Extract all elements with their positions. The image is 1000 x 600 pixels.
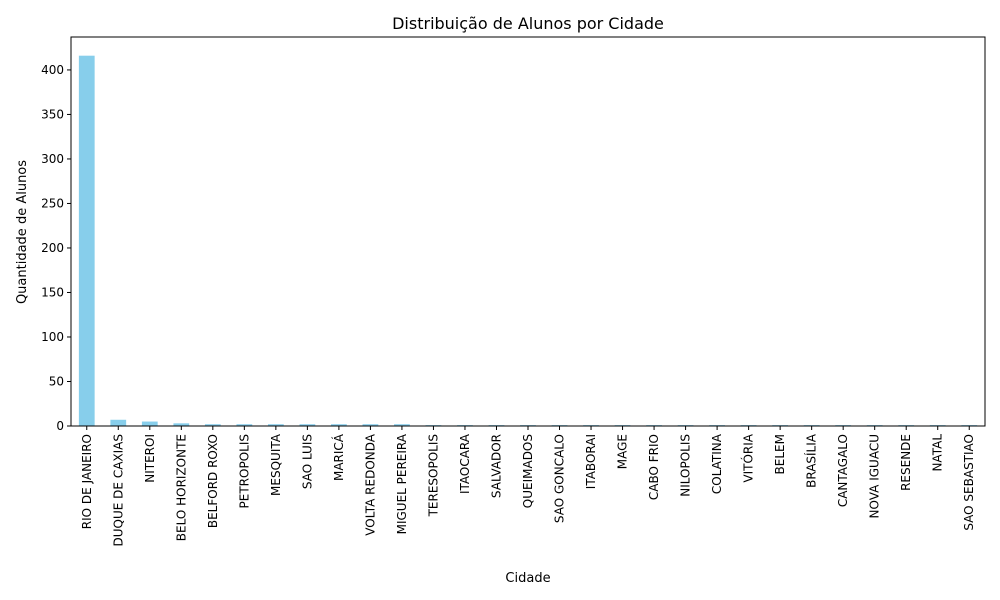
x-tick-label: NILOPOLIS — [679, 434, 693, 497]
x-tick-label: SAO SEBASTIAO — [962, 434, 976, 531]
y-tick-label: 50 — [49, 374, 64, 388]
y-axis-label: Quantidade de Alunos — [15, 160, 30, 304]
x-tick-label: ITAOCARA — [458, 433, 472, 494]
y-tick-label: 200 — [41, 241, 64, 255]
x-tick-label: MAGE — [616, 434, 630, 469]
bar-maricá — [331, 424, 347, 426]
x-tick-label: RIO DE JANEIRO — [80, 434, 94, 529]
bar-miguel-pereira — [394, 424, 410, 426]
y-tick-label: 100 — [41, 330, 64, 344]
x-tick-label: MARICÁ — [331, 433, 346, 481]
x-tick-label: DUQUE DE CAXIAS — [111, 434, 125, 546]
x-tick-label: SALVADOR — [489, 434, 503, 498]
x-tick-label: NITEROI — [143, 434, 157, 483]
x-tick-label: VITÓRIA — [741, 433, 756, 482]
y-tick-label: 300 — [41, 152, 64, 166]
bar-belford-roxo — [204, 424, 221, 426]
x-tick-label: TERESOPOLIS — [426, 434, 440, 517]
x-tick-label: QUEIMADOS — [521, 434, 535, 508]
x-tick-label: MESQUITA — [269, 433, 283, 496]
plot-frame — [70, 36, 986, 427]
x-tick-label: CABO FRIO — [647, 434, 661, 500]
x-tick-label: BELFORD ROXO — [206, 434, 220, 528]
x-tick-label: NATAL — [931, 434, 945, 472]
x-axis-label: Cidade — [505, 571, 550, 586]
x-axis: RIO DE JANEIRO DUQUE DE CAXIAS NITEROI BELO… — [80, 426, 976, 546]
bar-duque-de-caxias — [110, 419, 127, 426]
bar-rio-de-janeiro — [78, 55, 95, 427]
x-tick-label: SAO GONCALO — [553, 434, 567, 523]
y-tick-label: 150 — [41, 285, 64, 299]
x-tick-label: RESENDE — [899, 434, 913, 491]
x-tick-label: COLATINA — [710, 433, 724, 494]
bar-mesquita — [267, 424, 284, 426]
chart-title: Distribuição de Alunos por Cidade — [392, 14, 664, 33]
y-axis: 0 50 100 150 200 250 300 350 400 — [41, 63, 71, 433]
y-tick-label: 0 — [56, 419, 64, 433]
x-tick-label: CANTAGALO — [836, 434, 850, 507]
bar-niteroi — [141, 421, 158, 426]
x-tick-label: PETROPOLIS — [237, 434, 251, 508]
x-tick-label: MIGUEL PEREIRA — [395, 433, 409, 534]
x-tick-label: ITABORAI — [584, 434, 598, 489]
x-tick-label: SAO LUIS — [300, 434, 314, 489]
x-tick-label: BELEM — [773, 434, 787, 474]
y-tick-label: 250 — [41, 196, 64, 210]
bar-sao-luis — [299, 424, 316, 426]
x-tick-label: NOVA IGUACU — [868, 434, 882, 518]
bar-petropolis — [236, 424, 253, 426]
x-tick-label: BELO HORIZONTE — [174, 434, 188, 541]
x-tick-label: VOLTA REDONDA — [363, 433, 377, 536]
bar-volta-redonda — [362, 424, 379, 426]
y-tick-label: 400 — [41, 63, 64, 77]
x-tick-label: BRASÍLIA — [804, 433, 819, 488]
y-tick-label: 350 — [41, 107, 64, 121]
bar-belo-horizonte — [173, 423, 190, 426]
bars-group — [78, 55, 978, 427]
